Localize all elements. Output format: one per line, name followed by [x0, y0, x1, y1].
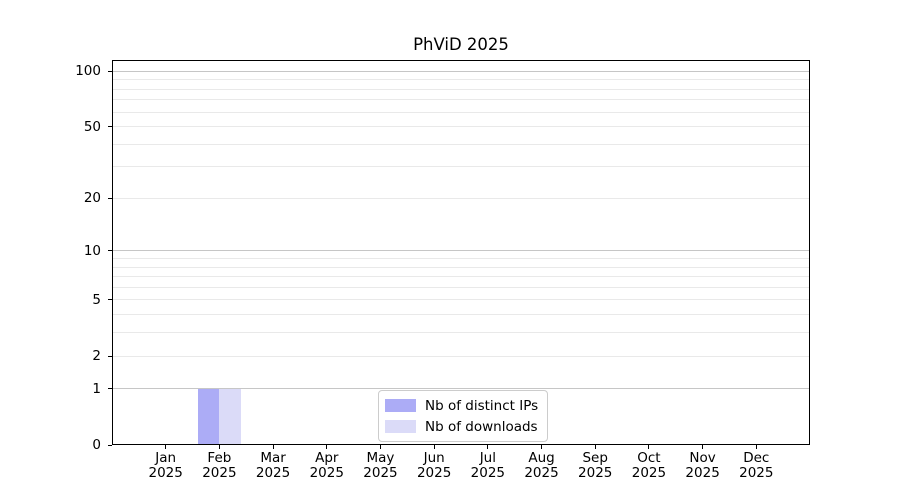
y-tick-label: 10	[83, 242, 101, 259]
x-tick-year: 2025	[739, 465, 774, 481]
minor-gridline	[112, 286, 810, 288]
x-tick-month: Jul	[479, 450, 496, 466]
y-tick-label: 50	[83, 118, 101, 135]
bar-distinct-ips	[197, 388, 220, 445]
legend-swatch-downloads	[385, 420, 416, 433]
x-tick-mark	[326, 445, 328, 449]
y-tick-mark	[108, 299, 112, 301]
y-tick-label: 2	[92, 348, 101, 365]
x-tick-label: Nov 2025	[671, 451, 735, 481]
y-tick-label: 1	[92, 380, 101, 397]
minor-gridline	[112, 143, 810, 145]
plot-frame	[112, 60, 810, 445]
y-tick-label: 5	[92, 291, 101, 308]
x-tick-month: Nov	[689, 450, 716, 466]
minor-gridline	[112, 266, 810, 268]
minor-gridline	[112, 126, 810, 128]
y-tick-mark	[108, 126, 112, 128]
y-tick-mark	[108, 197, 112, 199]
x-tick-year: 2025	[470, 465, 506, 481]
x-tick-year: 2025	[363, 465, 398, 481]
x-tick-label: Feb 2025	[187, 451, 251, 481]
y-tick-mark	[108, 388, 112, 390]
y-tick-label: 20	[83, 190, 101, 207]
bar-downloads	[219, 388, 241, 445]
x-tick-label: Jun 2025	[402, 451, 466, 481]
x-tick-mark	[165, 445, 167, 449]
x-tick-label: Jul 2025	[456, 451, 520, 481]
major-gridline	[112, 250, 810, 252]
x-tick-mark	[755, 445, 757, 449]
x-tick-year: 2025	[524, 465, 559, 481]
minor-gridline	[112, 276, 810, 278]
x-tick-mark	[379, 445, 381, 449]
legend-entry-downloads: Nb of downloads	[385, 418, 538, 435]
x-tick-label: Dec 2025	[724, 451, 788, 481]
y-tick-mark	[108, 355, 112, 357]
x-tick-year: 2025	[309, 465, 344, 481]
x-tick-year: 2025	[148, 465, 183, 481]
x-tick-month: Feb	[207, 450, 232, 466]
x-tick-mark	[218, 445, 220, 449]
legend: Nb of distinct IPs Nb of downloads	[378, 390, 549, 442]
minor-gridline	[112, 111, 810, 113]
minor-gridline	[112, 166, 810, 168]
x-tick-label: Aug 2025	[510, 451, 574, 481]
x-tick-label: May 2025	[348, 451, 412, 481]
x-tick-month: Aug	[528, 450, 555, 466]
x-tick-mark	[487, 445, 489, 449]
x-tick-label: Oct 2025	[617, 451, 681, 481]
x-tick-year: 2025	[631, 465, 667, 481]
x-tick-year: 2025	[685, 465, 720, 481]
minor-gridline	[112, 299, 810, 301]
legend-swatch-distinct-ips	[385, 399, 416, 412]
x-tick-mark	[702, 445, 704, 449]
y-tick-mark	[108, 444, 112, 446]
minor-gridline	[112, 99, 810, 101]
y-tick-mark	[108, 250, 112, 252]
x-tick-year: 2025	[578, 465, 613, 481]
minor-gridline	[112, 355, 810, 357]
x-tick-month: Oct	[637, 450, 661, 466]
x-tick-mark	[272, 445, 274, 449]
x-tick-label: Sep 2025	[563, 451, 627, 481]
y-tick-mark	[108, 70, 112, 72]
y-tick-label: 100	[75, 63, 101, 80]
x-tick-mark	[594, 445, 596, 449]
major-gridline	[112, 70, 810, 72]
x-tick-month: May	[366, 450, 395, 466]
minor-gridline	[112, 258, 810, 259]
y-tick-label: 0	[92, 437, 101, 453]
x-tick-month: Jan	[155, 450, 177, 466]
x-tick-label: Apr 2025	[295, 451, 359, 481]
minor-gridline	[112, 197, 810, 199]
x-tick-mark	[648, 445, 650, 449]
x-tick-year: 2025	[416, 465, 452, 481]
x-tick-month: Jun	[423, 450, 445, 466]
x-tick-mark	[541, 445, 543, 449]
x-tick-month: Mar	[260, 450, 286, 466]
legend-label-downloads: Nb of downloads	[425, 418, 538, 435]
chart-title: PhViD 2025	[413, 35, 509, 54]
x-tick-label: Mar 2025	[241, 451, 305, 481]
x-tick-month: Apr	[315, 450, 339, 466]
minor-gridline	[112, 79, 810, 81]
x-tick-month: Sep	[582, 450, 608, 466]
x-tick-label: Jan 2025	[134, 451, 198, 481]
major-gridline	[112, 388, 810, 390]
x-tick-year: 2025	[255, 465, 291, 481]
legend-label-distinct-ips: Nb of distinct IPs	[425, 397, 539, 414]
x-tick-mark	[433, 445, 435, 449]
minor-gridline	[112, 314, 810, 316]
x-tick-year: 2025	[202, 465, 237, 481]
x-tick-month: Dec	[743, 450, 770, 466]
minor-gridline	[112, 332, 810, 334]
minor-gridline	[112, 88, 810, 90]
legend-entry-distinct-ips: Nb of distinct IPs	[385, 397, 538, 414]
